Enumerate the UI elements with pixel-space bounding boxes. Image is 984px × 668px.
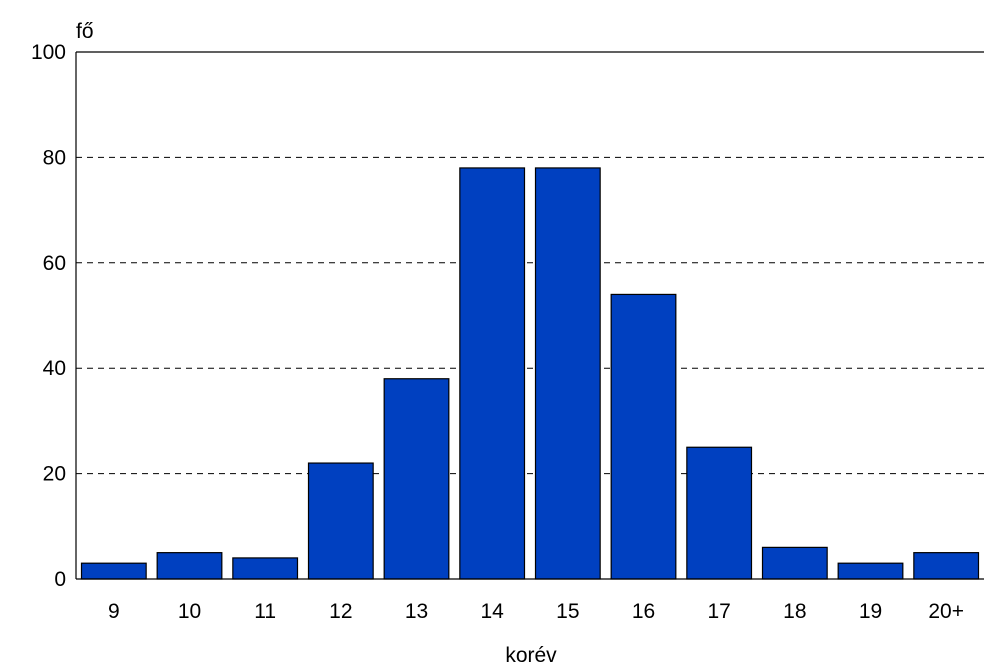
y-tick-label: 0 — [54, 568, 66, 591]
axes — [75, 51, 984, 580]
bars — [80, 167, 980, 580]
x-tick-labels: 9 10 11 12 13 14 15 16 17 18 19 20+ — [108, 600, 964, 623]
bar-10 — [156, 552, 223, 580]
gridlines — [76, 156, 984, 475]
y-tick-label: 80 — [43, 146, 66, 169]
y-axis-title: fő — [76, 20, 94, 43]
bar-13 — [383, 378, 450, 580]
bar-17 — [686, 446, 753, 580]
bar-19 — [837, 562, 904, 580]
x-tick-label: 19 — [859, 600, 882, 623]
x-tick-label: 13 — [405, 600, 428, 623]
bar-16 — [610, 293, 677, 580]
y-tick-label: 20 — [43, 463, 66, 486]
x-tick-label: 15 — [556, 600, 579, 623]
x-tick-label: 12 — [329, 600, 352, 623]
x-tick-label: 16 — [632, 600, 655, 623]
x-axis-title: korév — [505, 644, 557, 667]
x-tick-label: 9 — [108, 600, 120, 623]
x-tick-label: 10 — [178, 600, 201, 623]
x-tick-label: 11 — [254, 600, 276, 623]
x-tick-label: 20+ — [928, 600, 964, 623]
bar-9 — [80, 562, 147, 580]
x-tick-label: 18 — [783, 600, 806, 623]
y-tick-label: 100 — [31, 41, 66, 64]
y-tick-label: 60 — [43, 252, 66, 275]
y-tick-labels: 0 20 40 60 80 100 — [31, 41, 66, 591]
bar-18 — [761, 546, 828, 580]
x-tick-label: 17 — [707, 600, 730, 623]
y-tick-label: 40 — [43, 357, 66, 380]
bar-12 — [307, 462, 374, 580]
bar-20+ — [913, 552, 980, 580]
bar-11 — [232, 557, 299, 580]
x-tick-label: 14 — [480, 600, 504, 623]
bar-14 — [459, 167, 526, 580]
bar-15 — [534, 167, 601, 580]
